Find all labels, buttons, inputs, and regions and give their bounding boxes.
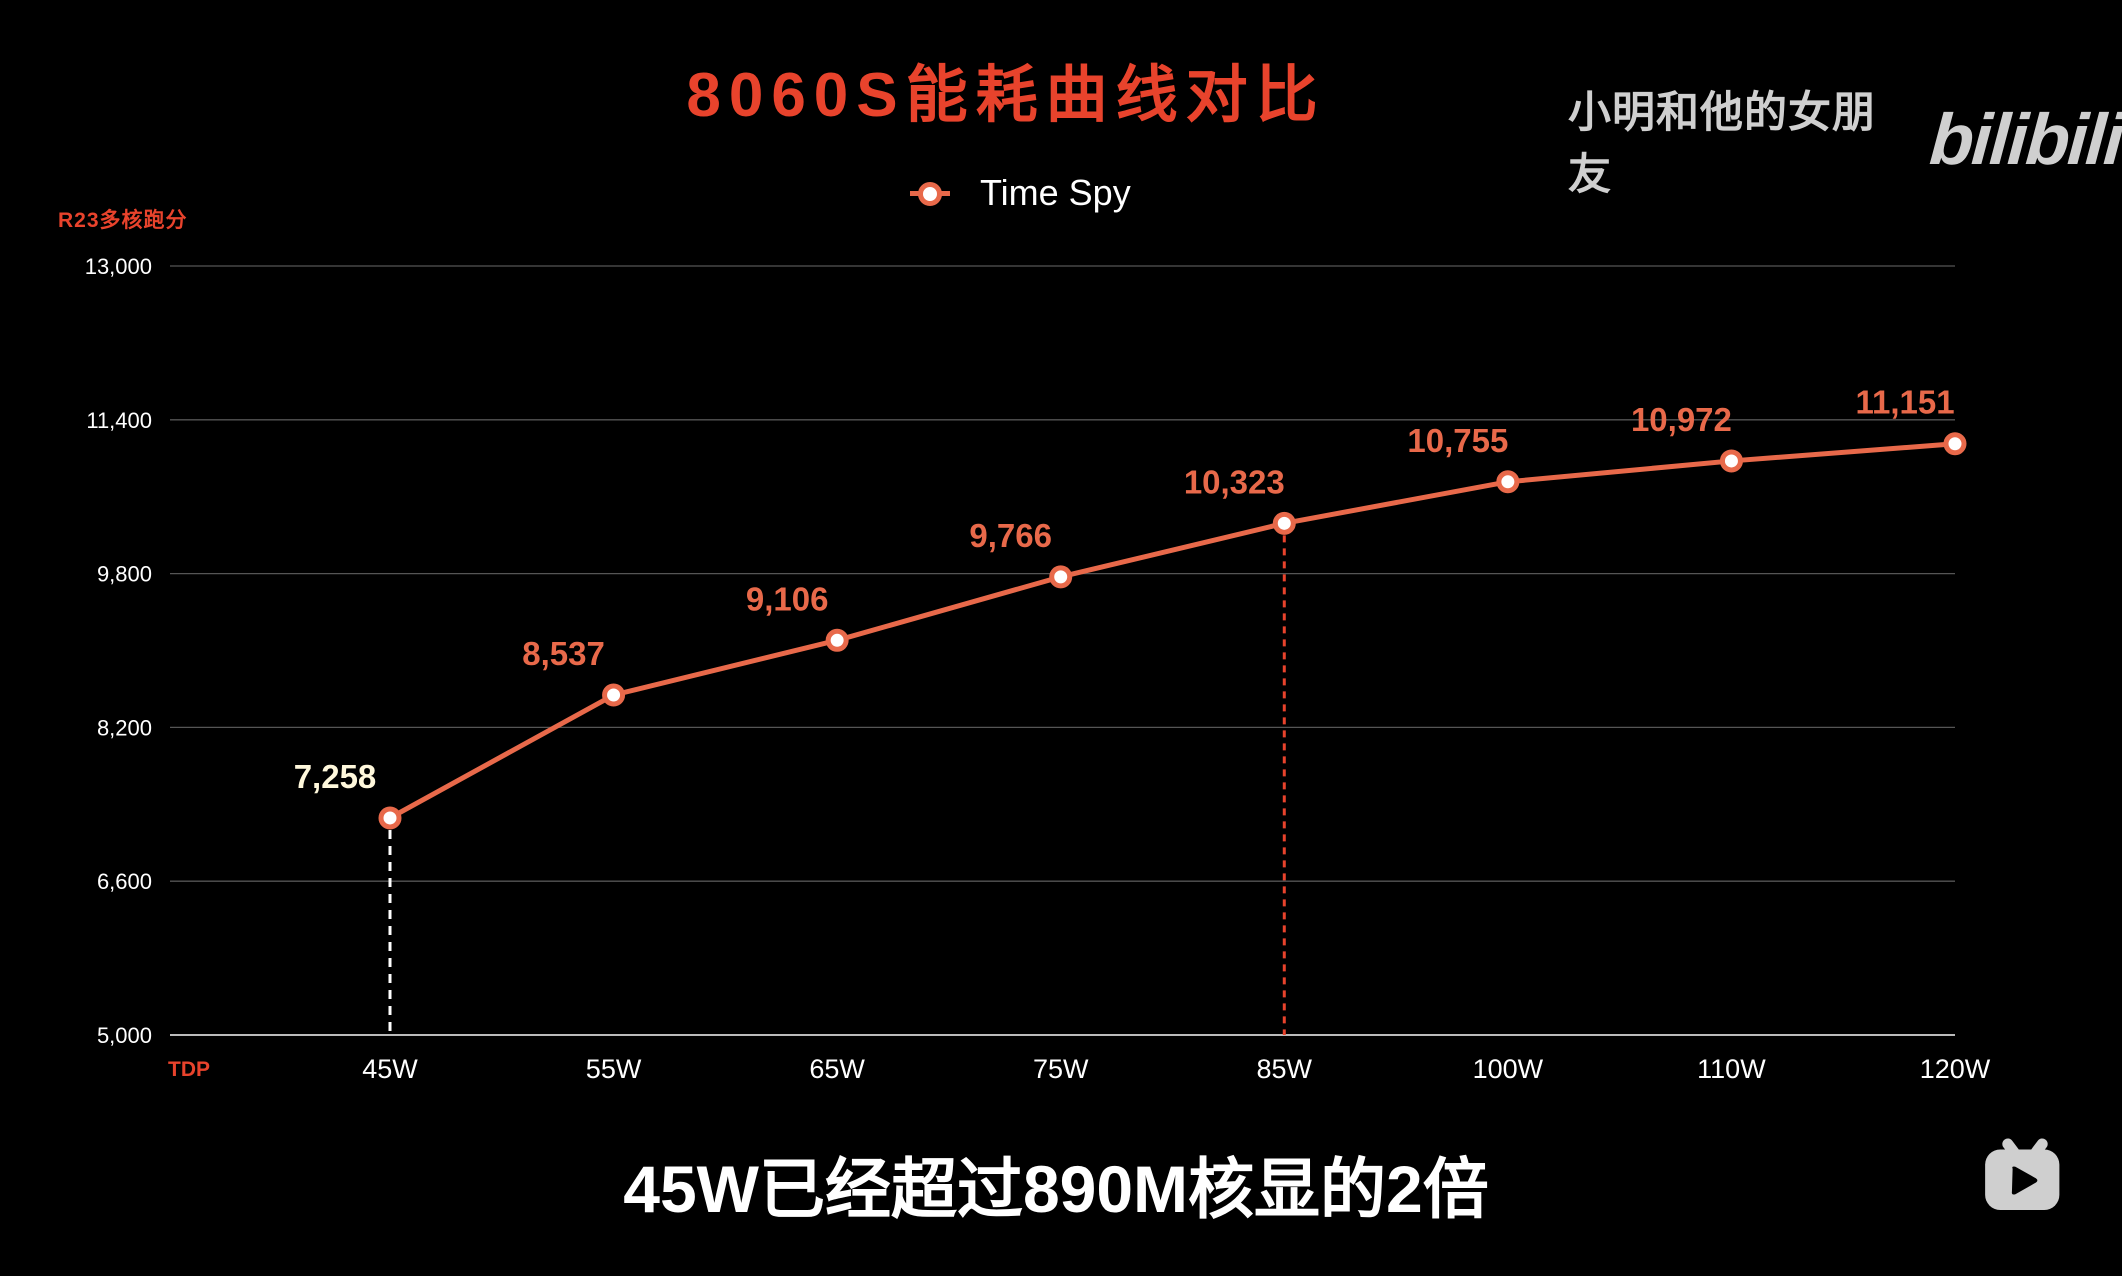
y-tick-label: 5,000 <box>97 1023 152 1048</box>
data-point-marker[interactable] <box>1272 511 1296 535</box>
data-point-marker[interactable] <box>378 806 402 830</box>
data-label: 7,258 <box>294 758 377 795</box>
y-tick-label: 6,600 <box>97 869 152 894</box>
data-point-marker[interactable] <box>825 628 849 652</box>
series-time-spy <box>378 432 1967 830</box>
x-tick-label: 85W <box>1257 1054 1313 1084</box>
data-point-marker[interactable] <box>1719 449 1743 473</box>
x-tick-label: 100W <box>1473 1054 1544 1084</box>
bilibili-tv-icon[interactable] <box>1970 1122 2080 1232</box>
data-point-marker[interactable] <box>602 683 626 707</box>
x-axis-title: TDP <box>168 1058 210 1081</box>
y-tick-label: 9,800 <box>97 562 152 587</box>
data-label: 10,972 <box>1631 401 1732 438</box>
video-subtitle: 45W已经超过890M核显的2倍 <box>0 1136 2122 1232</box>
uploader-name: 小明和他的女朋友 <box>1568 89 1876 199</box>
reference-lines <box>388 535 1286 1035</box>
y-tick-label: 8,200 <box>97 715 152 740</box>
legend: Time Spy <box>910 172 1131 214</box>
x-tick-label: 120W <box>1920 1054 1991 1084</box>
data-labels: 7,258 8,537 9,106 9,766 10,323 10,755 10,972 11… <box>294 384 1955 795</box>
x-tick-label: 45W <box>362 1054 418 1084</box>
line-circle-marker-icon <box>910 182 950 206</box>
data-label: 10,323 <box>1184 463 1285 500</box>
data-label: 10,755 <box>1407 422 1508 459</box>
data-label: 8,537 <box>522 635 605 672</box>
watermark: 小明和他的女朋友 bilibili <box>1568 78 2122 202</box>
subtitle-text: 45W已经超过890M核显的2倍 <box>623 1152 1489 1226</box>
data-point-marker[interactable] <box>1943 432 1967 456</box>
series-line <box>388 441 1956 821</box>
gridlines <box>170 265 1955 1036</box>
legend-label: Time Spy <box>980 172 1131 213</box>
data-point-marker[interactable] <box>1496 470 1520 494</box>
x-tick-label: 75W <box>1033 1054 1089 1084</box>
data-label: 9,106 <box>746 580 829 617</box>
data-label: 11,151 <box>1855 384 1954 421</box>
chart-title: 8060S能耗曲线对比 <box>0 44 2122 134</box>
x-tick-label: 65W <box>809 1054 865 1084</box>
y-axis-title: R23多核跑分 <box>58 209 188 232</box>
y-tick-label: 11,400 <box>86 408 152 433</box>
y-tick-label: 13,000 <box>85 254 152 279</box>
x-tick-label: 55W <box>586 1054 642 1084</box>
data-label: 9,766 <box>969 517 1052 554</box>
x-tick-label: 110W <box>1697 1054 1766 1084</box>
x-axis-ticks: 45W 55W 65W 75W 85W 100W 110W 120W <box>362 1054 1991 1084</box>
data-point-marker[interactable] <box>1049 565 1073 589</box>
chart-title-text: 8060S能耗曲线对比 <box>686 61 1326 130</box>
y-axis-ticks: 5,000 6,600 8,200 9,800 11,400 13,000 <box>85 254 152 1048</box>
